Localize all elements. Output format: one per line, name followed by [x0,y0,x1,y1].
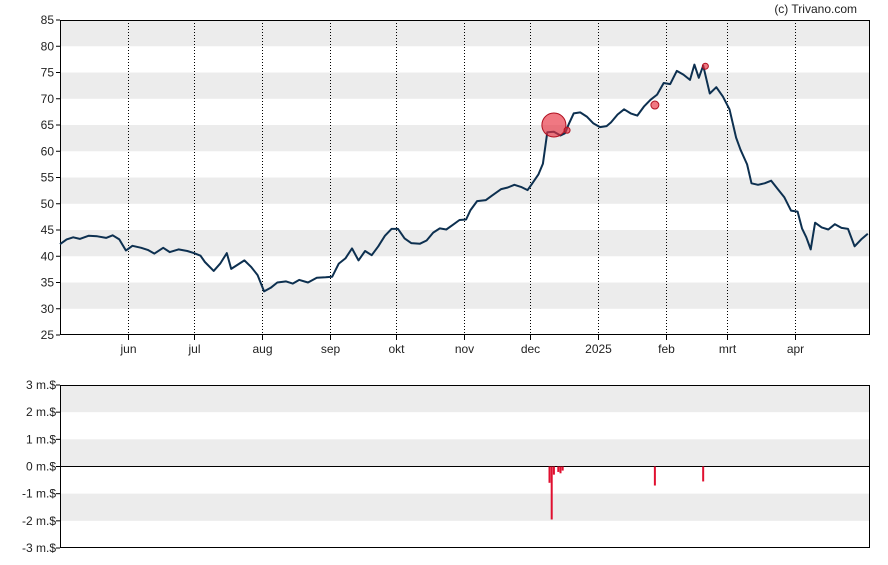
x-tick-label: sep [321,342,341,356]
y-tick-label: 85 [41,13,55,27]
y-tick-label: 25 [41,328,55,342]
y-tick-label: 35 [41,276,55,290]
y-tick-label: 30 [41,302,55,316]
volume-bar [552,466,555,475]
y-tick-label: 45 [41,223,55,237]
price-band [60,72,870,99]
trade-marker [650,100,660,110]
volume-bar [653,466,656,486]
month-gridlines: jun jul aug sep okt nov dec 2025 feb mrt apr [119,20,804,356]
trade-marker [541,112,567,138]
price-line [59,63,869,293]
volume-band [60,439,870,467]
x-tick-label: okt [388,342,405,356]
x-tick-label: nov [455,342,474,356]
trade-marker [563,126,571,134]
volume-band [60,493,870,521]
price-frame [60,20,870,335]
volume-bar [548,466,551,483]
credit-text: (c) Trivano.com [774,2,857,16]
y-tick-label: 55 [41,171,55,185]
y-tick-label: 65 [41,118,55,132]
y-tick-label: 40 [41,249,55,263]
x-tick-label: jul [187,342,200,356]
volume-panel: 3 m.$ 2 m.$ 1 m.$ 0 m.$ -1 m.$ -2 m.$ -3 m.$ [22,378,870,555]
y-tick-label: 60 [41,144,55,158]
y-tick-label: 75 [41,66,55,80]
y-tick-label: -1 m.$ [22,487,56,501]
volume-bands [60,385,870,521]
y-tick-label: 50 [41,197,55,211]
volume-y-axis: 3 m.$ 2 m.$ 1 m.$ 0 m.$ -1 m.$ -2 m.$ -3 m.$ [22,378,60,555]
y-tick-label: -3 m.$ [22,541,56,555]
volume-bar [561,466,564,471]
price-band [60,282,870,309]
y-tick-label: 80 [41,39,55,53]
price-band [60,177,870,204]
volume-bar [550,466,553,520]
price-y-axis: 25 30 35 40 45 50 55 60 65 70 75 80 85 [41,13,60,342]
x-tick-label: mrt [719,342,737,356]
y-tick-label: 2 m.$ [26,405,56,419]
x-tick-label: apr [787,342,804,356]
y-tick-label: 70 [41,92,55,106]
trade-marker [701,62,709,70]
y-tick-label: 3 m.$ [26,378,56,392]
volume-bar [702,466,705,482]
price-panel: jun jul aug sep okt nov dec 2025 feb mrt apr 25 30 35… [41,13,870,356]
x-tick-label: dec [521,342,540,356]
x-tick-label: jun [119,342,136,356]
volume-bar [557,466,560,472]
y-tick-label: -2 m.$ [22,514,56,528]
y-tick-label: 1 m.$ [26,432,56,446]
y-tick-label: 0 m.$ [26,460,56,474]
volume-bar [559,466,562,474]
volume-band [60,385,870,413]
x-tick-label: feb [658,342,675,356]
x-tick-label: 2025 [585,342,612,356]
x-tick-label: aug [252,342,272,356]
